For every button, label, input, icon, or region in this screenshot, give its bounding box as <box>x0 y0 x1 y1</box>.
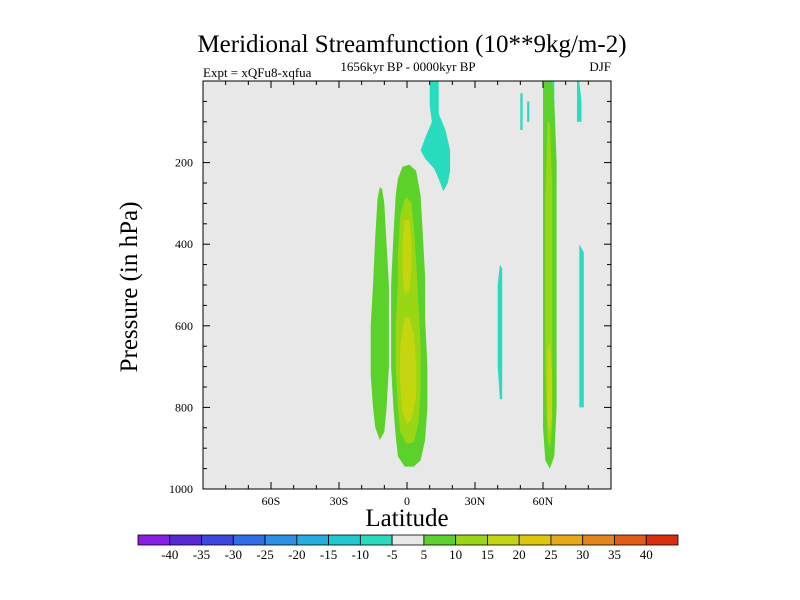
contour-region-14 <box>527 101 530 122</box>
contour-region-6 <box>497 264 503 400</box>
y-tick-label-600: 600 <box>175 319 193 333</box>
y-axis-ticks: 200 400 600 800 1000 <box>169 100 611 496</box>
colorbar-label-2: -30 <box>225 547 242 562</box>
x-tick-label--60: 60S <box>262 494 281 508</box>
x-tick-label-30: 30N <box>465 494 486 508</box>
experiment-label: Expt = xQFu8-xqfua <box>203 65 312 80</box>
y-axis-label: Pressure (in hPa) <box>116 202 143 373</box>
contour-region-4 <box>400 317 417 424</box>
colorbar-label-6: -10 <box>352 547 369 562</box>
season-label: DJF <box>589 59 611 74</box>
colorbar-label-15: 40 <box>640 547 653 562</box>
chart-title: Meridional Streamfunction (10**9kg/m-2) <box>197 31 626 58</box>
y-tick-label-400: 400 <box>175 237 193 251</box>
colorbar-label-10: 15 <box>481 547 494 562</box>
colorbar-label-0: -40 <box>161 547 178 562</box>
colorbar-box-1 <box>169 534 202 546</box>
colorbar-box-9 <box>423 534 457 546</box>
colorbar-label-1: -35 <box>193 547 210 562</box>
colorbar-box-16 <box>645 534 679 546</box>
x-tick-label--30: 30S <box>330 494 349 508</box>
colorbar-box-15 <box>614 534 647 546</box>
colorbar-box-4 <box>264 534 298 546</box>
contour-region-3 <box>402 219 412 294</box>
colorbar-label-4: -20 <box>288 547 305 562</box>
colorbar-label-9: 10 <box>449 547 462 562</box>
colorbar-box-7 <box>359 534 393 546</box>
colorbar-label-8: 5 <box>421 547 428 562</box>
colorbar-label-12: 25 <box>544 547 557 562</box>
period-label: 1656kyr BP - 0000kyr BP <box>340 59 475 74</box>
contour-regions <box>370 81 584 469</box>
contour-region-7 <box>520 93 523 130</box>
contour-region-5 <box>420 81 451 192</box>
y-tick-label-200: 200 <box>175 156 193 170</box>
colorbar-label-14: 35 <box>608 547 621 562</box>
colorbar-box-5 <box>296 534 329 546</box>
x-axis-ticks: 60S 30S 0 30N 60N <box>225 81 589 508</box>
colorbar-box-0 <box>137 534 171 546</box>
colorbar: -40 -35 -30 -25 -20 -15 -10 -5 5 10 15 20 25 30 35 40 <box>137 534 679 562</box>
colorbar-box-10 <box>455 534 488 546</box>
contour-region-13 <box>547 342 553 432</box>
colorbar-box-3 <box>232 534 266 546</box>
x-tick-label-60: 60N <box>533 494 554 508</box>
colorbar-label-13: 30 <box>576 547 589 562</box>
colorbar-label-5: -15 <box>320 547 337 562</box>
colorbar-label-11: 20 <box>513 547 526 562</box>
x-tick-label-0: 0 <box>404 494 410 508</box>
colorbar-box-6 <box>328 534 361 546</box>
colorbar-box-14 <box>582 534 615 546</box>
colorbar-box-8 <box>391 534 425 546</box>
y-tick-label-800: 800 <box>175 400 193 414</box>
y-tick-label-1000: 1000 <box>169 482 193 496</box>
contour-region-0 <box>370 187 389 440</box>
x-axis-label: Latitude <box>365 505 448 532</box>
colorbar-label-3: -25 <box>256 547 273 562</box>
colorbar-box-2 <box>201 534 234 546</box>
colorbar-label-7: -5 <box>387 547 398 562</box>
colorbar-box-11 <box>487 534 520 546</box>
colorbar-box-12 <box>518 534 552 546</box>
colorbar-box-13 <box>550 534 584 546</box>
contour-region-10 <box>579 244 584 408</box>
contour-region-9 <box>577 81 582 122</box>
